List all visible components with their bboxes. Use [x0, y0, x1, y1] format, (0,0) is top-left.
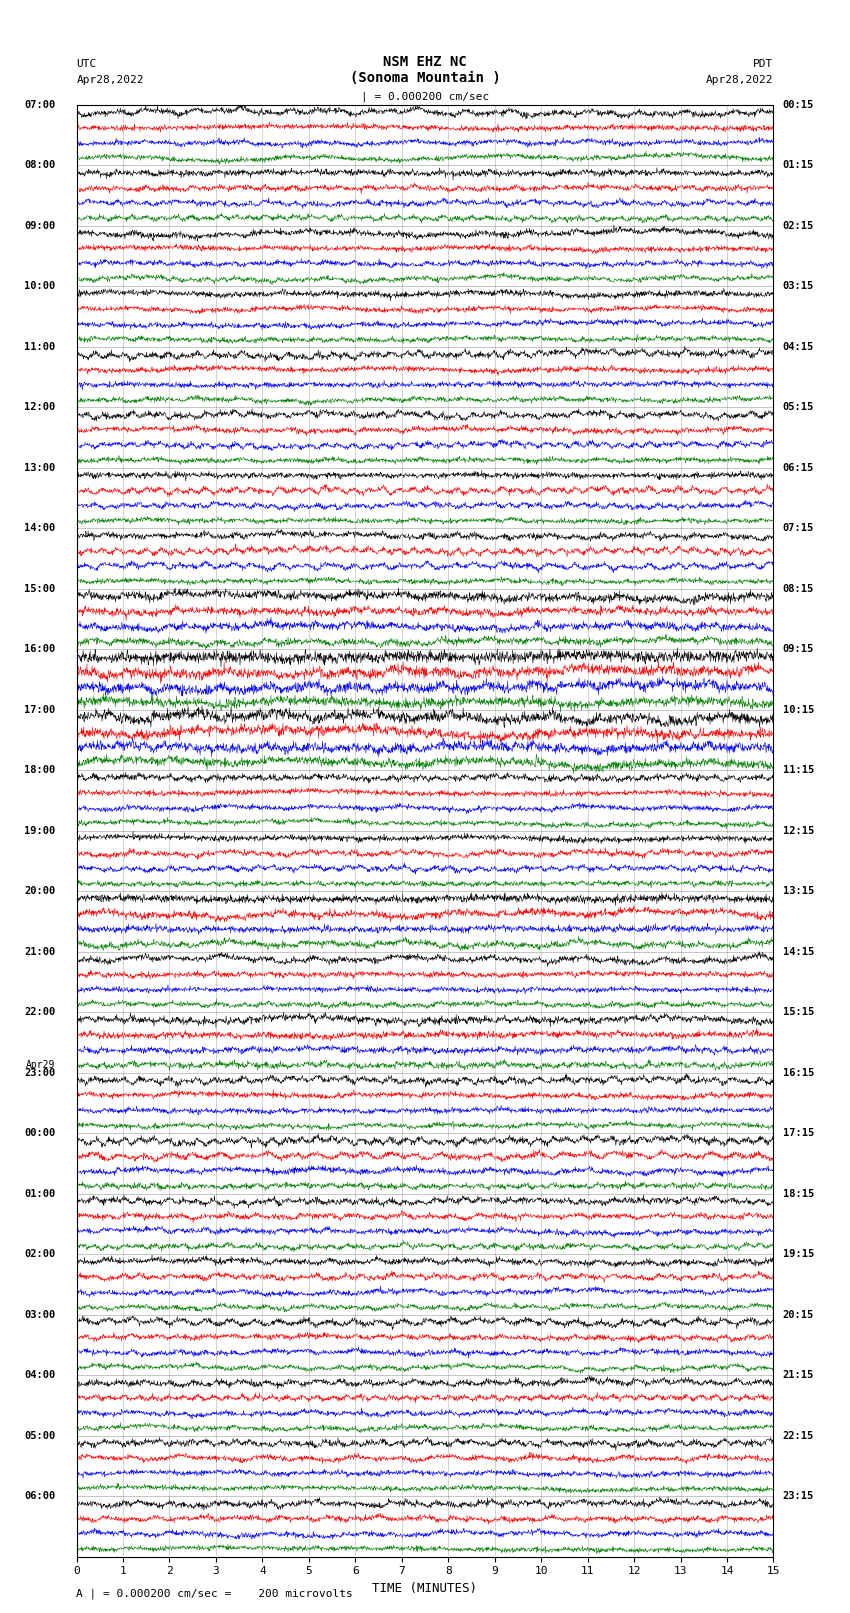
- Text: 07:15: 07:15: [783, 523, 814, 534]
- Text: 21:15: 21:15: [783, 1369, 814, 1381]
- Text: 04:15: 04:15: [783, 342, 814, 352]
- Text: 12:15: 12:15: [783, 826, 814, 836]
- Text: 19:00: 19:00: [25, 826, 55, 836]
- Text: 20:00: 20:00: [25, 886, 55, 897]
- Text: 15:15: 15:15: [783, 1007, 814, 1018]
- Text: 08:15: 08:15: [783, 584, 814, 594]
- Text: NSM EHZ NC: NSM EHZ NC: [383, 55, 467, 69]
- Text: UTC: UTC: [76, 60, 97, 69]
- Text: 18:15: 18:15: [783, 1189, 814, 1198]
- Text: 07:00: 07:00: [25, 100, 55, 110]
- Text: 00:00: 00:00: [25, 1127, 55, 1139]
- Text: 14:00: 14:00: [25, 523, 55, 534]
- Text: 13:00: 13:00: [25, 463, 55, 473]
- Text: 06:15: 06:15: [783, 463, 814, 473]
- Text: 02:00: 02:00: [25, 1248, 55, 1260]
- Text: PDT: PDT: [753, 60, 774, 69]
- Text: 23:00: 23:00: [25, 1068, 55, 1077]
- Text: 04:00: 04:00: [25, 1369, 55, 1381]
- Text: 02:15: 02:15: [783, 221, 814, 231]
- Text: 17:15: 17:15: [783, 1127, 814, 1139]
- Text: 17:00: 17:00: [25, 705, 55, 715]
- Text: (Sonoma Mountain ): (Sonoma Mountain ): [349, 71, 501, 85]
- Text: 19:15: 19:15: [783, 1248, 814, 1260]
- Text: 09:15: 09:15: [783, 644, 814, 655]
- Text: 15:00: 15:00: [25, 584, 55, 594]
- Text: 08:00: 08:00: [25, 160, 55, 171]
- Text: 22:15: 22:15: [783, 1431, 814, 1440]
- Text: 14:15: 14:15: [783, 947, 814, 957]
- Text: Apr29: Apr29: [26, 1060, 55, 1069]
- Text: 20:15: 20:15: [783, 1310, 814, 1319]
- Text: 23:15: 23:15: [783, 1490, 814, 1502]
- Text: 13:15: 13:15: [783, 886, 814, 897]
- Text: 12:00: 12:00: [25, 402, 55, 413]
- Text: Apr28,2022: Apr28,2022: [76, 76, 144, 85]
- Text: 05:00: 05:00: [25, 1431, 55, 1440]
- Text: 00:15: 00:15: [783, 100, 814, 110]
- Text: A | = 0.000200 cm/sec =    200 microvolts: A | = 0.000200 cm/sec = 200 microvolts: [76, 1589, 354, 1600]
- Text: 03:15: 03:15: [783, 281, 814, 292]
- Text: 11:00: 11:00: [25, 342, 55, 352]
- Text: 05:15: 05:15: [783, 402, 814, 413]
- Text: 09:00: 09:00: [25, 221, 55, 231]
- Text: 16:15: 16:15: [783, 1068, 814, 1077]
- Text: 10:15: 10:15: [783, 705, 814, 715]
- Text: 22:00: 22:00: [25, 1007, 55, 1018]
- Text: 03:00: 03:00: [25, 1310, 55, 1319]
- Text: 18:00: 18:00: [25, 765, 55, 776]
- Text: 21:00: 21:00: [25, 947, 55, 957]
- Text: 10:00: 10:00: [25, 281, 55, 292]
- Text: 01:00: 01:00: [25, 1189, 55, 1198]
- Text: 06:00: 06:00: [25, 1490, 55, 1502]
- Text: | = 0.000200 cm/sec: | = 0.000200 cm/sec: [361, 90, 489, 102]
- Text: Apr28,2022: Apr28,2022: [706, 76, 774, 85]
- X-axis label: TIME (MINUTES): TIME (MINUTES): [372, 1582, 478, 1595]
- Text: 16:00: 16:00: [25, 644, 55, 655]
- Text: 01:15: 01:15: [783, 160, 814, 171]
- Text: 11:15: 11:15: [783, 765, 814, 776]
